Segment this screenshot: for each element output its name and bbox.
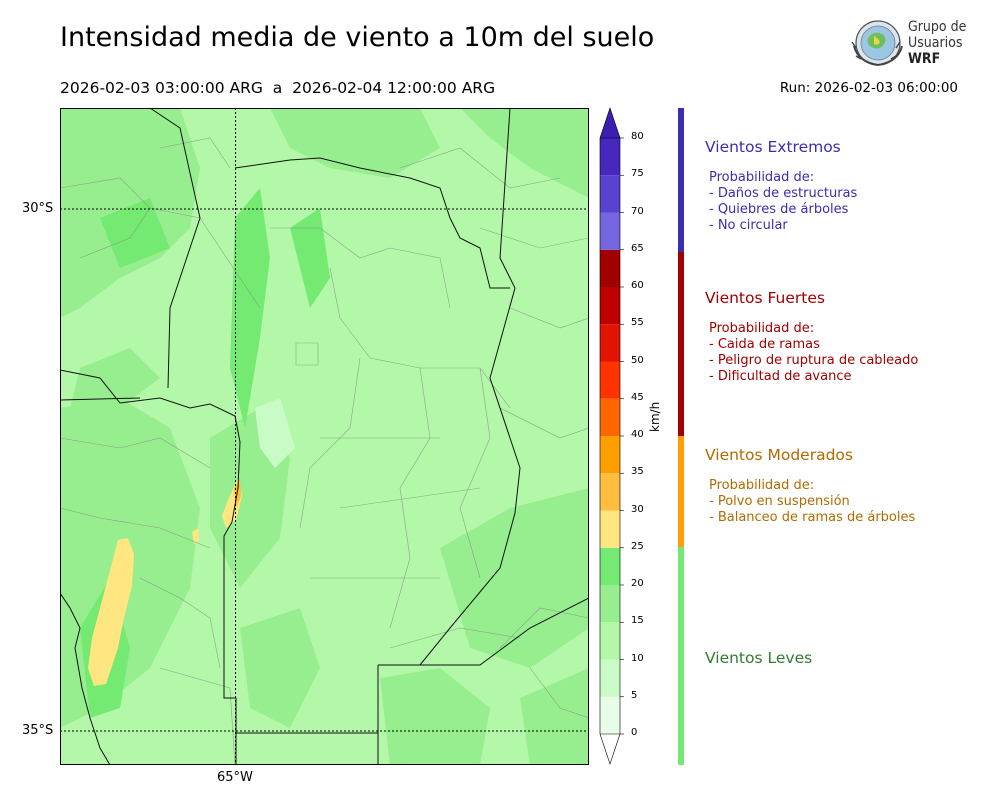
category-description-item: - Polvo en suspensión: [709, 494, 850, 509]
colorbar-tick-label: 30: [631, 503, 644, 515]
colorbar-segment: [600, 324, 620, 362]
colorbar-tick-label: 75: [631, 168, 644, 180]
map-frame: [60, 108, 589, 765]
colorbar: [599, 107, 624, 765]
category-description-item: - Quiebres de árboles: [709, 202, 849, 217]
logo-line-3: WRF: [908, 51, 941, 67]
colorbar-tick-label: 40: [631, 429, 644, 440]
province-borders: [60, 108, 589, 765]
colorbar-segment: [600, 287, 620, 325]
graticule: [60, 108, 589, 765]
colorbar-segment: [600, 175, 620, 213]
category-name: Vientos Extremos: [705, 138, 841, 156]
colorbar-segment: [600, 696, 620, 734]
wind-5-10-areas: [255, 398, 295, 468]
map-title: Intensidad media de viento a 10m del sue…: [60, 22, 655, 53]
colorbar-tick-label: 20: [631, 578, 644, 589]
category-name: Vientos Moderados: [705, 446, 853, 464]
category-strip: [678, 547, 684, 765]
colorbar-extend-low: [599, 733, 621, 765]
colorbar-segment: [600, 659, 620, 697]
category-strip: [678, 436, 684, 547]
colorbar-segment: [600, 547, 620, 585]
logo-line-1: Grupo de: [908, 19, 967, 35]
colorbar-segment: [600, 212, 620, 250]
globe-emblem-icon: [851, 20, 903, 67]
colorbar-tick-label: 55: [631, 317, 644, 329]
department-borders: [60, 137, 589, 765]
colorbar-tick-label: 5: [631, 689, 638, 701]
colorbar-tick-label: 70: [631, 205, 644, 217]
category-block: Vientos Moderados Probabilidad de: - Polvo…: [705, 446, 915, 526]
colorbar-segment: [600, 398, 620, 436]
colorbar-tick-label: 25: [631, 540, 644, 552]
colorbar-segment: [600, 249, 620, 287]
colorbar-tick-label: 50: [631, 354, 644, 366]
period-separator: a: [272, 79, 283, 97]
category-description-item: - Dificultad de avance: [709, 369, 852, 384]
category-description-item: - Daños de estructuras: [709, 186, 858, 201]
category-description-title: Probabilidad de:: [709, 321, 815, 336]
wrf-users-logo: Grupo de Usuarios WRF: [848, 16, 970, 72]
colorbar-tick-label: 35: [631, 466, 644, 478]
colorbar-segment: [600, 510, 620, 548]
category-block: Vientos Fuertes Probabilidad de: - Caida d…: [705, 289, 918, 385]
category-description-item: - No circular: [709, 218, 788, 233]
category-name: Vientos Fuertes: [705, 289, 825, 307]
colorbar-tick-label: 60: [631, 280, 644, 291]
colorbar-segment: [600, 622, 620, 660]
category-block: Vientos Extremos Probabilidad de: - Daños …: [705, 138, 857, 234]
colorbar-segment: [600, 361, 620, 399]
colorbar-tick-label: 0: [631, 727, 638, 738]
category-description-item: - Caida de ramas: [709, 337, 820, 352]
latitude-label-35s: 35°S: [22, 723, 54, 738]
colorbar-segment: [600, 585, 620, 623]
colorbar-tick-label: 80: [631, 131, 644, 142]
period-start: 2026-02-03 03:00:00 ARG: [60, 79, 263, 97]
category-block: Vientos Leves: [705, 649, 812, 681]
colorbar-tick-label: 10: [631, 652, 644, 664]
category-strip: [678, 252, 684, 436]
colorbar-segment: [600, 436, 620, 474]
colorbar-tick-label: 15: [631, 615, 644, 627]
category-description-item: - Balanceo de ramas de árboles: [709, 510, 916, 525]
period-end: 2026-02-04 12:00:00 ARG: [292, 79, 496, 97]
category-description-title: Probabilidad de:: [709, 478, 815, 493]
logo-line-2: Usuarios: [908, 35, 963, 51]
run-timestamp: Run: 2026-02-03 06:00:00: [779, 80, 958, 96]
colorbar-tick-label: 65: [631, 242, 644, 254]
wind-map: [60, 108, 589, 765]
colorbar-tick-label: 45: [631, 391, 644, 403]
category-name: Vientos Leves: [705, 649, 813, 667]
category-description-title: Probabilidad de:: [709, 170, 815, 185]
category-strip: [678, 108, 684, 252]
forecast-period: 2026-02-03 03:00:00 ARG a 2026-02-04 12:…: [60, 79, 495, 97]
longitude-label-65w: 65°W: [217, 770, 253, 785]
latitude-label-30s: 30°S: [22, 201, 54, 216]
category-description-item: - Peligro de ruptura de cableado: [709, 353, 919, 368]
colorbar-segment: [600, 473, 620, 511]
colorbar-extend-high: [599, 107, 621, 139]
colorbar-segment: [600, 138, 620, 176]
colorbar-unit: km/h: [648, 401, 662, 432]
